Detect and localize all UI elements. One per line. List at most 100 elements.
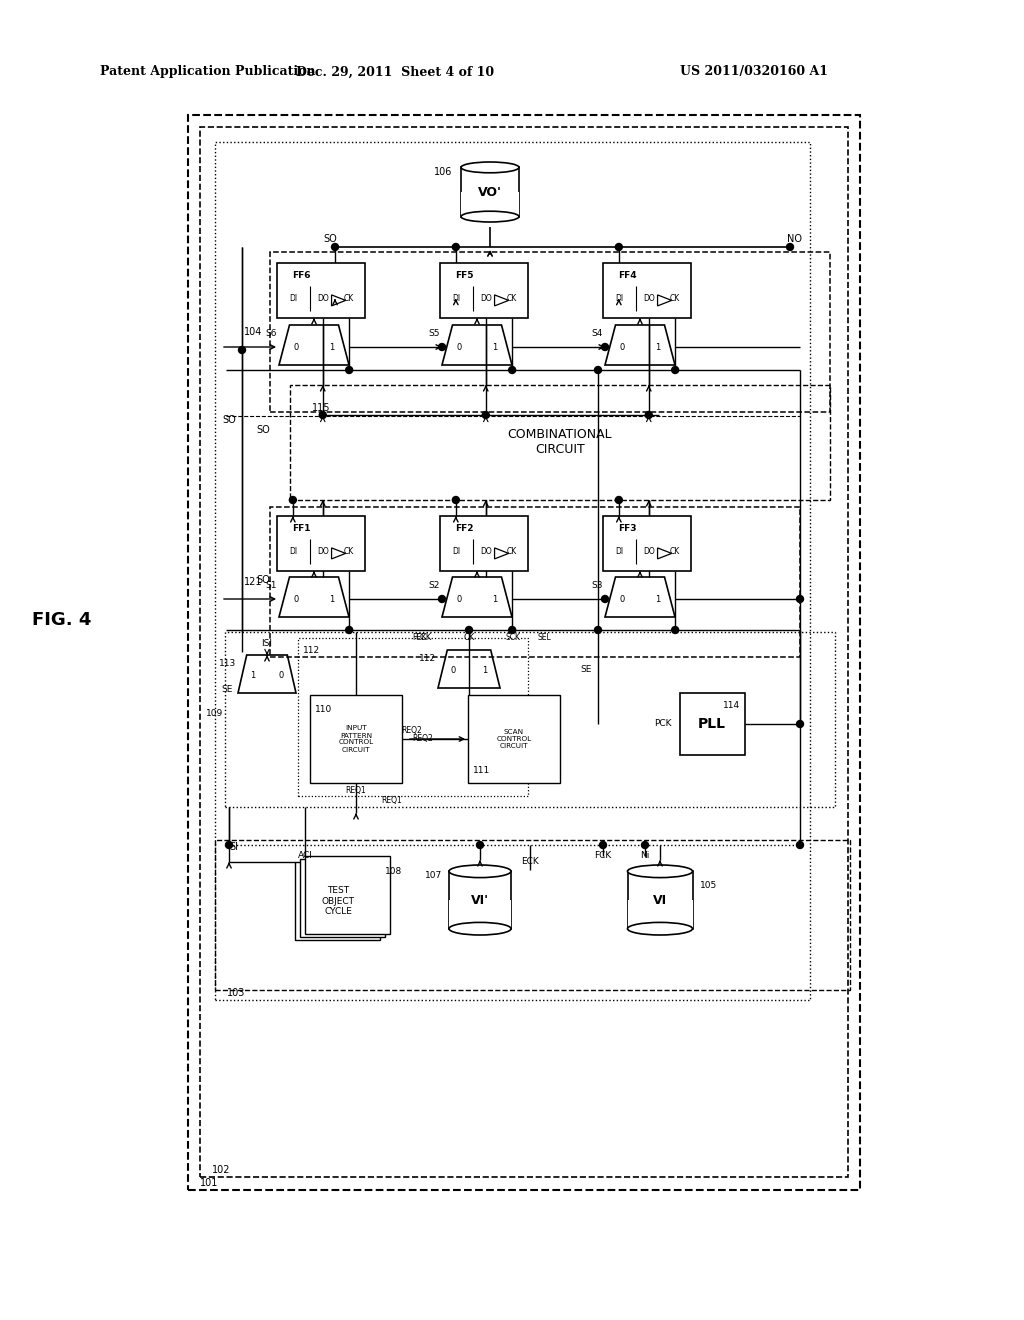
Text: DI: DI <box>614 548 623 556</box>
Text: 1: 1 <box>329 342 334 351</box>
Circle shape <box>599 842 606 849</box>
Circle shape <box>595 367 601 374</box>
Text: US 2011/0320160 A1: US 2011/0320160 A1 <box>680 66 828 78</box>
Circle shape <box>453 496 460 503</box>
Text: CK: CK <box>507 294 517 304</box>
Bar <box>278 263 365 318</box>
Text: REQ1: REQ1 <box>381 796 401 805</box>
Text: 0: 0 <box>457 594 462 603</box>
Bar <box>461 191 519 216</box>
Text: S3: S3 <box>592 581 603 590</box>
Text: CK: CK <box>670 294 680 304</box>
Text: 0: 0 <box>457 342 462 351</box>
Text: SO: SO <box>256 425 270 436</box>
Text: DO: DO <box>480 548 492 556</box>
Text: 108: 108 <box>385 867 402 876</box>
Text: DO: DO <box>643 548 654 556</box>
Circle shape <box>482 412 489 418</box>
Bar <box>628 900 692 929</box>
Text: DI: DI <box>289 294 297 304</box>
Circle shape <box>672 367 679 374</box>
Text: S6: S6 <box>265 329 278 338</box>
Text: VI: VI <box>653 894 667 907</box>
Bar <box>603 263 691 318</box>
Text: PCK: PCK <box>654 719 672 729</box>
Circle shape <box>797 721 804 727</box>
Text: FIG. 4: FIG. 4 <box>33 611 92 630</box>
Text: Ni: Ni <box>640 851 649 861</box>
Bar <box>461 168 519 216</box>
Circle shape <box>346 627 352 634</box>
Circle shape <box>615 243 623 251</box>
Text: DO: DO <box>643 294 654 304</box>
Circle shape <box>786 243 794 251</box>
Text: 112: 112 <box>419 653 436 663</box>
Text: 103: 103 <box>227 987 246 998</box>
Text: INPUT
PATTERN
CONTROL
CIRCUIT: INPUT PATTERN CONTROL CIRCUIT <box>339 726 374 752</box>
Text: FCK: FCK <box>594 851 611 861</box>
Circle shape <box>466 627 472 634</box>
Circle shape <box>453 243 460 251</box>
Text: CK: CK <box>463 634 475 643</box>
Text: 1: 1 <box>329 594 334 603</box>
Bar <box>278 516 365 572</box>
Text: DI: DI <box>289 548 297 556</box>
Bar <box>215 143 810 1001</box>
Text: SO: SO <box>324 234 337 244</box>
Text: 0: 0 <box>620 594 625 603</box>
Bar <box>305 855 390 935</box>
Text: CK: CK <box>670 548 680 556</box>
Bar <box>468 696 560 783</box>
Ellipse shape <box>449 923 511 935</box>
Text: FF6: FF6 <box>293 271 311 280</box>
Text: 111: 111 <box>473 766 490 775</box>
Text: 1: 1 <box>655 342 660 351</box>
Text: S5: S5 <box>428 329 440 338</box>
Text: DI: DI <box>452 548 460 556</box>
Text: 121: 121 <box>244 577 262 587</box>
Ellipse shape <box>461 211 519 222</box>
Text: DI: DI <box>614 294 623 304</box>
Text: CK: CK <box>344 548 354 556</box>
Text: 1: 1 <box>492 342 497 351</box>
Bar <box>298 638 528 796</box>
Circle shape <box>797 842 804 849</box>
Text: S1: S1 <box>265 581 278 590</box>
Text: FF1: FF1 <box>293 524 311 532</box>
Bar <box>603 516 691 572</box>
Bar <box>290 385 830 500</box>
Circle shape <box>225 842 232 849</box>
Text: Patent Application Publication: Patent Application Publication <box>100 66 315 78</box>
Circle shape <box>645 412 652 418</box>
Text: REQ1: REQ1 <box>346 787 367 796</box>
Text: 105: 105 <box>700 880 717 890</box>
Circle shape <box>332 243 339 251</box>
Circle shape <box>595 627 601 634</box>
Circle shape <box>438 595 445 602</box>
Text: NO: NO <box>787 234 803 244</box>
Ellipse shape <box>628 923 692 935</box>
Bar <box>628 871 692 929</box>
Text: 106: 106 <box>433 168 452 177</box>
Text: 1: 1 <box>655 594 660 603</box>
Bar <box>310 696 402 783</box>
Circle shape <box>672 627 679 634</box>
Text: 107: 107 <box>425 870 442 879</box>
Bar <box>449 871 511 929</box>
Circle shape <box>290 496 296 503</box>
Text: VI': VI' <box>471 894 489 907</box>
Ellipse shape <box>449 865 511 878</box>
Text: TEST
OBJECT
CYCLE: TEST OBJECT CYCLE <box>322 886 354 916</box>
Text: 0: 0 <box>294 594 299 603</box>
Text: ACI: ACI <box>298 851 312 861</box>
Text: 115: 115 <box>312 403 331 413</box>
Text: 113: 113 <box>219 659 236 668</box>
Text: FF4: FF4 <box>618 271 637 280</box>
Circle shape <box>438 343 445 351</box>
Text: 102: 102 <box>212 1166 230 1175</box>
Text: 101: 101 <box>200 1177 218 1188</box>
Text: 1: 1 <box>250 672 255 680</box>
Text: 0: 0 <box>620 342 625 351</box>
Text: FF5: FF5 <box>456 271 474 280</box>
Circle shape <box>601 595 608 602</box>
